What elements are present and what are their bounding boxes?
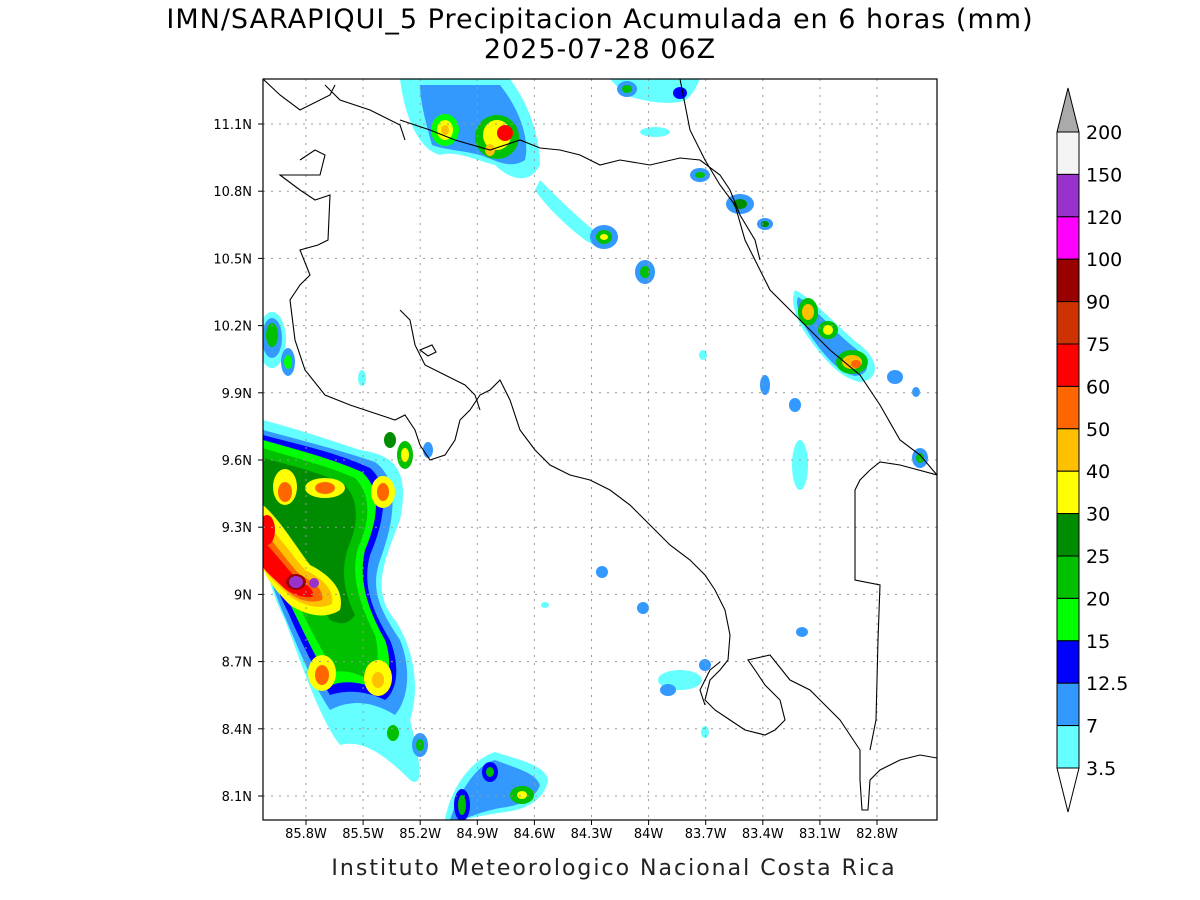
colorbar-swatch xyxy=(1056,343,1080,387)
lat-tick-label: 8.7N xyxy=(222,656,252,671)
colorbar-level-label: 150 xyxy=(1086,164,1122,186)
lon-tick-label: 83.4W xyxy=(742,827,784,842)
colorbar-level-label: 60 xyxy=(1086,376,1110,398)
colorbar-level-label: 75 xyxy=(1086,334,1110,356)
colorbar-swatch xyxy=(1056,725,1080,769)
colorbar-level-label: 90 xyxy=(1086,292,1110,314)
colorbar-swatch xyxy=(1056,513,1080,557)
map-title: IMN/SARAPIQUI_5 Precipitacion Acumulada … xyxy=(166,4,1034,35)
latitude-axis: 11.1N 10.8N 10.5N 10.2N 9.9N 9.6N 9.3N 9N 8.7N 8.… xyxy=(213,118,263,805)
lat-tick-label: 9.3N xyxy=(222,521,252,536)
nicaragua-border xyxy=(399,119,761,261)
lon-tick-label: 84.9W xyxy=(456,827,498,842)
lat-tick-label: 9.9N xyxy=(222,387,252,402)
precipitation-field xyxy=(263,79,928,820)
colorbar-swatch xyxy=(1056,301,1080,345)
lon-tick-label: 83.1W xyxy=(799,827,841,842)
colorbar-swatch xyxy=(1056,258,1080,303)
lat-tick-label: 9.6N xyxy=(222,454,252,469)
colorbar-swatch xyxy=(1056,428,1080,472)
lon-tick-label: 84W xyxy=(634,827,664,842)
lat-tick-label: 8.4N xyxy=(222,723,252,738)
lon-tick-label: 84.6W xyxy=(513,827,555,842)
colorbar-swatch xyxy=(1056,555,1080,599)
lon-tick-label: 85.2W xyxy=(399,827,441,842)
map-frame xyxy=(262,78,938,821)
colorbar-level-label: 20 xyxy=(1086,588,1110,610)
colorbar-swatch xyxy=(1056,682,1080,727)
colorbar-swatch xyxy=(1056,173,1080,218)
colorbar-level-label: 40 xyxy=(1086,461,1110,483)
precip-cluster-north xyxy=(400,79,773,284)
precip-cluster-northwest xyxy=(263,312,366,386)
precip-cluster-southwest xyxy=(263,420,433,782)
colorbar-swatch xyxy=(1056,597,1080,642)
lat-tick-label: 8.1N xyxy=(222,790,252,805)
colorbar-swatch xyxy=(1056,470,1080,515)
lon-tick-label: 85.8W xyxy=(285,827,327,842)
lon-tick-label: 82.8W xyxy=(856,827,898,842)
colorbar-level-label: 12.5 xyxy=(1086,673,1128,695)
colorbar-level-label: 15 xyxy=(1086,631,1110,653)
colorbar-level-label: 7 xyxy=(1086,716,1098,738)
colorbar-under-arrow xyxy=(1056,767,1080,813)
colorbar-level-label: 200 xyxy=(1086,122,1122,144)
colorbar-level-label: 25 xyxy=(1086,546,1110,568)
coastlines-and-borders xyxy=(263,79,937,811)
lat-tick-label: 10.8N xyxy=(213,185,252,200)
colorbar-swatch xyxy=(1056,640,1080,684)
colorbar-level-label: 50 xyxy=(1086,419,1110,441)
colorbar: 200 150 120 100 90 75 60 50 40 30 25 20 15 12.5 7 3.5 xyxy=(1056,87,1128,813)
map-date: 2025-07-28 06Z xyxy=(483,34,717,65)
colorbar-level-label: 100 xyxy=(1086,249,1122,271)
colorbar-level-label: 30 xyxy=(1086,504,1110,526)
longitude-axis: 85.8W 85.5W 85.2W 84.9W 84.6W 84.3W 84W 83.7W 83… xyxy=(285,820,898,842)
lon-tick-label: 85.5W xyxy=(342,827,384,842)
precip-cluster-south xyxy=(445,566,808,820)
footer-credit: Instituto Meteorologico Nacional Costa R… xyxy=(331,856,897,881)
osa-peninsula xyxy=(699,661,721,706)
gulf-of-nicoya xyxy=(399,309,481,411)
lat-tick-label: 11.1N xyxy=(213,118,252,133)
panama-border xyxy=(854,461,937,751)
lon-tick-label: 83.7W xyxy=(685,827,727,842)
precip-cluster-caribbean xyxy=(699,290,928,490)
colorbar-swatch xyxy=(1056,216,1080,260)
lat-tick-label: 10.2N xyxy=(213,320,252,335)
colorbar-swatch xyxy=(1056,131,1080,175)
colorbar-over-arrow xyxy=(1056,87,1080,133)
nicoya-pacific-coast xyxy=(263,79,937,811)
lon-tick-label: 84.3W xyxy=(571,827,613,842)
colorbar-swatch xyxy=(1056,385,1080,430)
colorbar-level-label: 120 xyxy=(1086,207,1122,229)
colorbar-level-label: 3.5 xyxy=(1086,758,1116,780)
lat-tick-label: 9N xyxy=(234,588,252,603)
caribbean-coast xyxy=(679,79,937,476)
lat-tick-label: 10.5N xyxy=(213,252,252,267)
